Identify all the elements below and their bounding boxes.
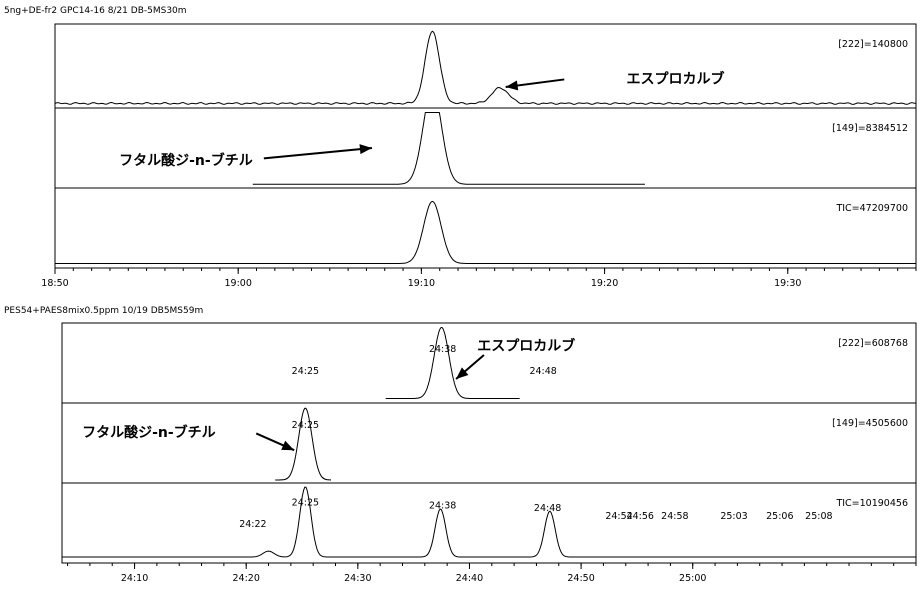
tick-label: 25:00 (679, 573, 706, 584)
trace-line (54, 30, 917, 105)
panel-frame (54, 23, 917, 109)
chart-title: PES54+PAES8mix0.5ppm 10/19 DB5MS59m (4, 306, 203, 316)
compound-annotation: エスプロカルブ (627, 71, 725, 88)
tick-label: 19:30 (774, 278, 801, 289)
peak-label: 24:56 (627, 511, 654, 522)
tick-label: 24:10 (121, 573, 148, 584)
panel-frame (61, 322, 917, 404)
peak-label: 24:38 (429, 344, 456, 355)
annotation-arrow-head (505, 80, 519, 91)
peak-label: 25:08 (805, 511, 832, 522)
trace-line (62, 486, 916, 558)
peak-label: 25:06 (766, 511, 793, 522)
series-label: TIC=10190456 (835, 498, 908, 509)
trace-line (55, 200, 916, 264)
series-label: [222]=140800 (838, 39, 908, 50)
panel-1: [222]=140800 エスプロカルブ (54, 23, 917, 109)
chromatogram-1: 5ng+DE-fr2 GPC14-16 8/21 DB-5MS30m [222]=… (4, 6, 917, 289)
tick-label: 19:10 (408, 278, 435, 289)
peak-label: 24:38 (429, 501, 456, 512)
panel-frame (54, 107, 917, 189)
series-label: [222]=608768 (838, 338, 908, 349)
tick-label: 19:00 (224, 278, 251, 289)
trace-line (252, 112, 645, 185)
tick-label: 18:50 (41, 278, 68, 289)
annotation-arrow-head (359, 144, 372, 155)
panel-1: [222]=608768 24:25 24:38 24:48 エスプロカルブ (61, 322, 917, 404)
series-label: [149]=4505600 (832, 418, 908, 429)
annotation-arrow-shaft (263, 147, 373, 160)
peak-label: 24:58 (661, 511, 688, 522)
trace-line (385, 327, 520, 399)
peak-label: 24:54 (605, 511, 632, 522)
peak-label: 25:03 (720, 511, 747, 522)
tick-label: 24:50 (567, 573, 594, 584)
compound-annotation: エスプロカルブ (477, 337, 575, 354)
panel-frame (61, 402, 917, 484)
peak-label: 24:48 (529, 366, 556, 377)
panel-3: TIC=47209700 (54, 187, 917, 269)
panel-2: [149]=4505600 24:25 フタル酸ジ-n-ブチル (61, 402, 917, 484)
tick-label: 24:20 (233, 573, 260, 584)
x-axis: 24:10 24:20 24:30 24:40 24:50 25:00 (67, 563, 917, 584)
peak-label: 24:25 (292, 366, 319, 377)
panel-frame (61, 482, 917, 564)
peak-label: 24:25 (292, 420, 319, 431)
tick-label: 24:30 (344, 573, 371, 584)
trace-line (275, 407, 331, 481)
chart-title: 5ng+DE-fr2 GPC14-16 8/21 DB-5MS30m (4, 6, 187, 16)
peak-label: 24:48 (534, 503, 561, 514)
panel-2: [149]=8384512 フタル酸ジ-n-ブチル (54, 107, 917, 189)
x-axis: 18:50 19:00 19:10 19:20 19:30 (41, 268, 917, 289)
peak-label: 24:22 (239, 519, 266, 530)
tick-label: 24:40 (456, 573, 483, 584)
chromatogram-2: PES54+PAES8mix0.5ppm 10/19 DB5MS59m [222]… (4, 306, 917, 584)
annotation-arrow-head (456, 367, 469, 379)
tick-label: 19:20 (591, 278, 618, 289)
peak-label: 24:25 (292, 497, 319, 508)
annotation-arrow-head (281, 440, 295, 451)
compound-annotation: フタル酸ジ-n-ブチル (119, 152, 253, 169)
panel-frame (54, 187, 917, 269)
series-label: [149]=8384512 (832, 123, 908, 134)
series-label: TIC=47209700 (835, 203, 908, 214)
compound-annotation: フタル酸ジ-n-ブチル (82, 424, 216, 441)
